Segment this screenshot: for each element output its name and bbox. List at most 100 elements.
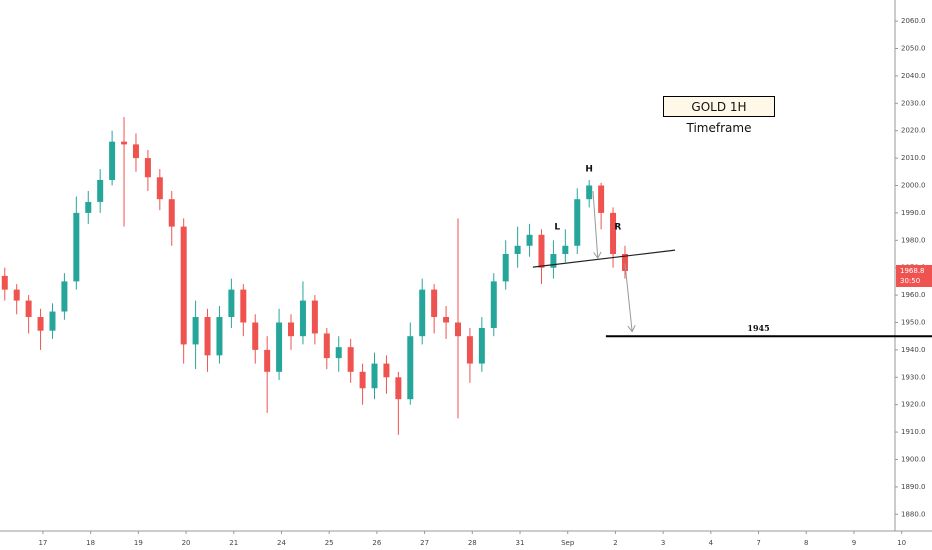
candle-body (276, 322, 283, 372)
candle-body (144, 158, 151, 178)
candle-body (204, 317, 211, 356)
candle-body (502, 253, 509, 282)
y-tick-label: 2010.0 (901, 154, 926, 162)
x-tick-label: 4 (709, 539, 714, 547)
candle-body (299, 300, 306, 337)
candle-body (395, 377, 402, 400)
x-tick-label: 9 (852, 539, 856, 547)
candle-body (621, 253, 628, 271)
candle-body (335, 347, 342, 359)
y-tick-label: 1910.0 (901, 428, 926, 436)
y-tick-label: 1930.0 (901, 373, 926, 381)
x-tick-label: 19 (134, 539, 143, 547)
x-tick-label: 17 (38, 539, 47, 547)
candle-body (598, 185, 605, 213)
x-tick-label: 26 (372, 539, 381, 547)
y-tick-label: 1920.0 (901, 401, 926, 409)
x-tick-label: 28 (468, 539, 477, 547)
candle-body (216, 317, 223, 356)
candle-body (97, 180, 104, 202)
y-tick-label: 2000.0 (901, 181, 926, 189)
candle-body (323, 333, 330, 359)
price-tag-countdown: 30:50 (900, 277, 920, 285)
candle-body (490, 281, 497, 328)
candle-body (252, 322, 259, 350)
arrow (592, 190, 599, 259)
y-tick-label: 2020.0 (901, 127, 926, 135)
candle-body (407, 336, 414, 400)
x-tick-label: 7 (756, 539, 760, 547)
arrow-head (593, 251, 602, 260)
candle-body (562, 245, 569, 254)
y-tick-label: 2040.0 (901, 72, 926, 80)
candle-body (454, 322, 461, 337)
x-tick-label: 8 (804, 539, 808, 547)
y-tick-label: 1880.0 (901, 510, 926, 518)
candle-body (25, 300, 32, 318)
candle-body (73, 212, 80, 282)
title-box: GOLD 1H Timeframe (663, 96, 775, 135)
x-tick-label: 27 (420, 539, 429, 547)
candle-body (550, 253, 557, 268)
candle-body (61, 281, 68, 312)
arrow (624, 263, 633, 332)
y-tick-label: 1960.0 (901, 291, 926, 299)
y-tick-label: 1940.0 (901, 346, 926, 354)
candle-body (1, 275, 8, 290)
candle-body (383, 363, 390, 378)
candle-body (156, 177, 163, 200)
y-tick-label: 2050.0 (901, 44, 926, 52)
candle-body (526, 234, 533, 246)
y-tick-label: 1950.0 (901, 318, 926, 326)
x-tick-label: 31 (516, 539, 525, 547)
x-tick-label: 3 (661, 539, 665, 547)
candle-body (359, 371, 366, 389)
pattern-label: L (554, 223, 560, 233)
price-tag (896, 264, 932, 287)
candle-body (240, 289, 247, 323)
candle-body (419, 289, 426, 337)
candle-body (514, 245, 521, 254)
candle-body (466, 336, 473, 364)
candle-body (85, 201, 92, 213)
candle-body (132, 144, 139, 159)
pattern-label: R (614, 223, 621, 233)
x-tick-label: 2 (613, 539, 617, 547)
candle-body (538, 234, 545, 268)
candle-body (180, 226, 187, 345)
candle-body (168, 199, 175, 227)
x-tick-label: 24 (277, 539, 286, 547)
x-tick-label: 25 (325, 539, 334, 547)
candle-body (443, 317, 450, 323)
candle-body (192, 317, 199, 345)
candle-body (37, 317, 44, 331)
candle-body (311, 300, 318, 334)
x-tick-label: 18 (86, 539, 95, 547)
candle-body (586, 185, 593, 200)
y-tick-label: 1980.0 (901, 236, 926, 244)
candle-body (228, 289, 235, 318)
candle-body (431, 289, 438, 318)
candle-body (371, 363, 378, 389)
price-tag-label: 1968.8 (900, 267, 925, 275)
candle-body (610, 212, 617, 254)
candle-body (109, 141, 116, 181)
y-tick-label: 1890.0 (901, 483, 926, 491)
candle-body (288, 322, 295, 337)
y-tick-label: 2030.0 (901, 99, 926, 107)
candle-body (121, 141, 128, 145)
x-tick-label: 21 (229, 539, 238, 547)
candle-body (478, 327, 485, 364)
x-tick-label: Sep (561, 539, 575, 547)
pattern-label: H (585, 165, 593, 175)
candle-body (13, 289, 20, 301)
candle-body (264, 349, 271, 372)
x-tick-label: 20 (182, 539, 191, 547)
candle-body (49, 311, 56, 331)
candle-body (347, 347, 354, 372)
x-tick-label: 10 (897, 539, 906, 547)
level-label: 1945 (747, 323, 769, 333)
arrow-head (627, 325, 636, 333)
candle-body (574, 199, 581, 246)
